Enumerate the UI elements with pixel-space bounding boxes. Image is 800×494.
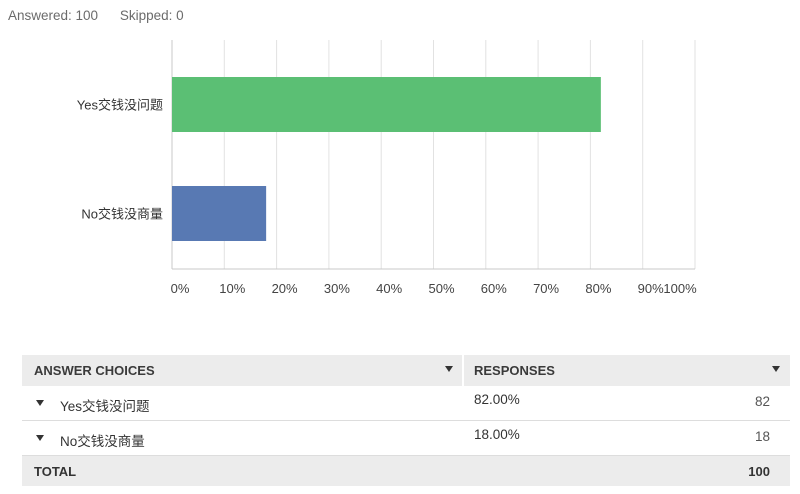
bar-no <box>172 186 267 241</box>
answered-count: Answered: 100 <box>8 8 99 23</box>
x-tick-label: 90% <box>638 281 664 296</box>
x-tick-label: 70% <box>533 281 559 296</box>
sort-choices-icon[interactable] <box>445 366 453 372</box>
total-label: TOTAL <box>34 464 77 479</box>
table-row: Yes交钱没问题 82.00% 82 <box>22 386 790 421</box>
bar-chart: Yes交钱没问题 No交钱没商量 0% 10% 20% 30% 40% 50% 60% 70% 80… <box>77 40 697 296</box>
table-total-row: TOTAL 100 <box>22 456 790 486</box>
expand-row-icon[interactable] <box>36 400 44 406</box>
table-header: ANSWER CHOICES RESPONSES <box>22 355 790 386</box>
category-label: No交钱没商量 <box>81 207 163 222</box>
header-divider <box>462 355 464 386</box>
sort-responses-icon[interactable] <box>772 366 780 372</box>
skipped-count: Skipped: 0 <box>119 8 184 23</box>
category-label: Yes交钱没问题 <box>77 98 163 113</box>
answer-choices-header[interactable]: ANSWER CHOICES <box>34 363 155 378</box>
total-count: 100 <box>748 464 770 479</box>
x-tick-label: 40% <box>376 281 402 296</box>
x-tick-label: 80% <box>585 281 611 296</box>
expand-row-icon[interactable] <box>36 435 44 441</box>
x-tick-label: 100% <box>663 281 697 296</box>
table-row: No交钱没商量 18.00% 18 <box>22 421 790 456</box>
row-percent: 18.00% <box>474 427 520 442</box>
x-tick-label: 10% <box>219 281 245 296</box>
row-count: 82 <box>754 394 770 409</box>
row-choice: Yes交钱没问题 <box>60 399 150 414</box>
x-tick-label: 30% <box>324 281 350 296</box>
x-tick-label: 20% <box>272 281 298 296</box>
x-tick-label: 60% <box>481 281 507 296</box>
x-tick-label: 0% <box>171 281 190 296</box>
answer-table: ANSWER CHOICES RESPONSES Yes交钱没问题 82.00%… <box>22 355 790 486</box>
x-tick-label: 50% <box>428 281 454 296</box>
response-stats: Answered: 100 Skipped: 0 <box>8 8 202 23</box>
row-percent: 82.00% <box>474 392 520 407</box>
row-count: 18 <box>754 429 770 444</box>
row-choice: No交钱没商量 <box>60 434 145 449</box>
responses-header[interactable]: RESPONSES <box>474 363 555 378</box>
bar-yes <box>172 77 601 132</box>
